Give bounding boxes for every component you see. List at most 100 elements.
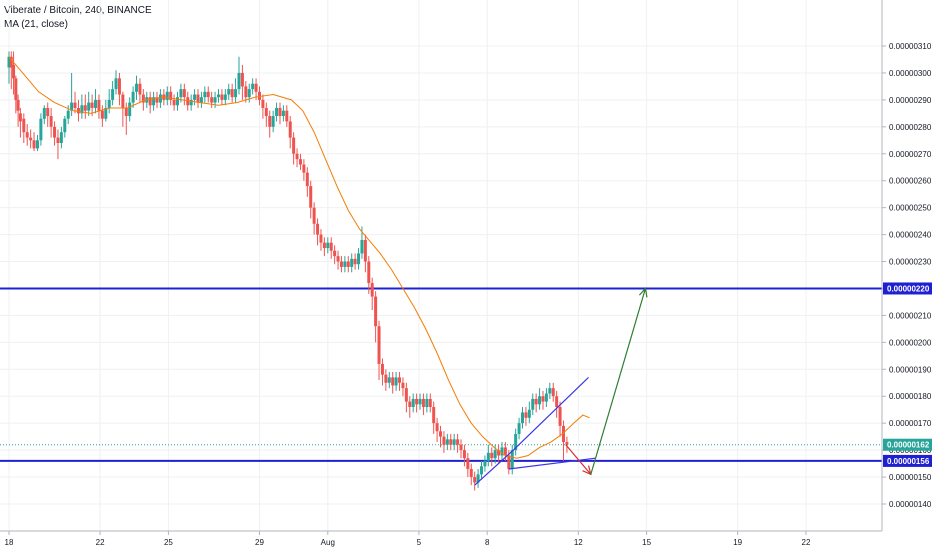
candle-body [14,78,18,100]
candle-body [288,121,292,138]
candle-body [295,153,299,160]
candle-body [148,97,152,106]
price-tick-label: 0.00000140 [889,500,932,509]
candle-body [70,102,74,111]
chart-legend: Viberate / Bitcoin, 240, BINANCE MA (21,… [4,4,152,32]
candle-body [59,132,63,143]
candle-body [9,56,13,68]
candle-body [312,207,316,224]
candle-body [558,407,562,426]
candle-body [203,91,207,98]
price-tick-label: 0.00000310 [889,42,932,51]
candle-body [237,72,241,90]
candle-body [445,439,449,445]
candle-body [264,107,268,117]
candle-body [199,97,203,103]
candle-body [39,118,43,141]
candle-body [46,107,50,117]
candle-body [298,159,302,165]
candle-body [29,137,33,141]
candle-body [172,99,176,106]
candle-body [473,477,477,483]
candle-body [206,91,210,98]
price-tick-label: 0.00000200 [889,338,932,347]
candle-body [268,116,272,127]
price-tick-label: 0.00000240 [889,231,932,240]
price-axis[interactable]: 0.000001400.000001500.000001600.00000170… [881,0,932,531]
candle-body [193,94,197,100]
price-label-tag [883,282,932,295]
candle-body [452,439,456,445]
candle-body [42,107,46,119]
candle-body [476,474,480,483]
candle-body [370,283,374,297]
candle-body [261,99,265,108]
candle-body [87,102,91,111]
candle-body [213,97,217,103]
candle-body [80,105,84,114]
candle-body [411,398,415,408]
candle-body [394,377,398,386]
candle-body [230,89,234,98]
candle-body [353,258,357,265]
candle-body [141,94,145,103]
candle-body [152,97,156,106]
candle-body [176,97,180,106]
candle-body [343,261,347,267]
candle-body [7,56,11,68]
candle-body [278,107,282,117]
candle-body [83,105,87,111]
candle-body [53,126,57,138]
candle-body [223,94,227,100]
down-arrow-line [565,444,592,475]
indicator-label: MA (21, close) [4,19,68,30]
candle-body [561,425,565,443]
candle-body [257,91,261,100]
candle-body [322,242,326,249]
candle-body [418,398,422,405]
candle-body [329,242,333,251]
candle-body [520,412,524,424]
time-tick-label: 19 [733,538,742,547]
time-axis[interactable]: 18 22 25 29 Aug 5 8 12 15 19 22 [0,530,882,547]
candle-body [128,102,132,117]
candle-body [121,94,125,108]
candle-body [169,91,173,100]
time-tick-label: 18 [5,538,14,547]
candle-body [490,452,494,459]
wedge-trendline [474,449,514,486]
candle-body [497,450,501,456]
wedge-trendline [508,457,596,470]
price-tick-label: 0.00000250 [889,204,932,213]
candle-body [415,398,419,405]
price-tick-label: 0.00000190 [889,365,932,374]
candle-body [220,94,224,100]
candle-body [462,450,466,459]
candle-body [544,393,548,402]
candle-body [234,89,238,98]
time-tick-label: 22 [96,538,105,547]
drawings [474,287,648,486]
candle-body [350,258,354,267]
price-tick-label: 0.00000280 [889,123,932,132]
price-label-text: 0.00000156 [887,457,930,466]
candle-body [254,83,258,92]
candle-body [49,116,53,127]
candle-body [18,113,22,122]
candle-body [486,452,490,461]
time-tick-label: 25 [164,538,173,547]
candle-body [493,450,497,459]
candle-body [425,398,429,408]
candle-body [398,377,402,383]
candle-body [500,447,504,456]
candle-body [367,261,371,284]
candle-body [117,78,121,95]
candle-body [565,442,569,445]
candle-body [114,78,118,90]
candle-body [158,94,162,103]
candle-body [469,468,473,478]
candle-body [517,423,521,434]
price-tick-label: 0.00000180 [889,392,932,401]
candle-body [25,132,29,138]
